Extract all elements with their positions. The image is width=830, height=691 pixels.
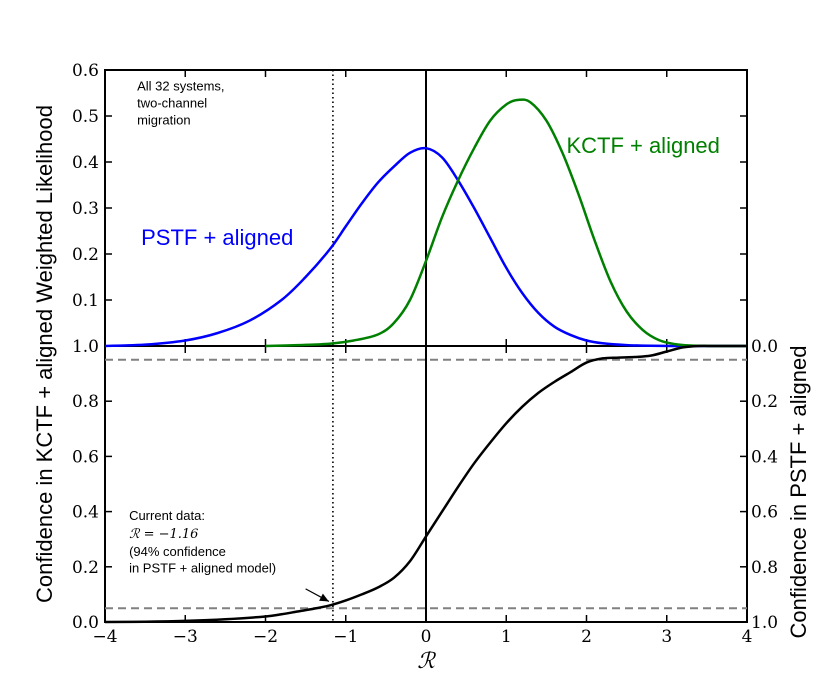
annotation-current-line: (94% confidence (129, 544, 226, 559)
y-tick-label-bottom-right: 0.4 (751, 447, 778, 467)
y-axis-label-right: Confidence in PSTF + aligned (786, 346, 811, 639)
reference-lines (105, 70, 747, 622)
y-tick-label-bottom-right: 0.8 (751, 558, 778, 578)
y-tick-label-bottom-right: 0.2 (751, 392, 778, 412)
annotation-current-line: Current data: (129, 508, 205, 523)
series-line-confidence (104, 344, 747, 624)
y-axis-label-left: Confidence in KCTF + aligned Weighted Li… (32, 105, 57, 603)
x-axis-label: ℛ (417, 649, 436, 674)
x-tick-label: 4 (742, 627, 753, 647)
series-label-kctf: KCTF + aligned (566, 133, 719, 158)
y-tick-label-bottom-left: 1.0 (72, 337, 99, 357)
series-label-pstf: PSTF + aligned (141, 225, 293, 250)
series-line-pstf-aligned (104, 146, 747, 348)
x-tick-label: 0 (421, 627, 432, 647)
y-tick-label-top-panel: 0.5 (72, 107, 99, 127)
annotation-systems-line: two-channel (137, 96, 207, 111)
y-tick-label-bottom-right: 0.0 (751, 337, 778, 357)
x-tick-label: −2 (253, 627, 278, 647)
x-tick-label: 3 (661, 627, 672, 647)
annotation-systems: All 32 systems, two-channel migration (137, 79, 228, 128)
y-tick-label-top-panel: 0.2 (72, 245, 99, 265)
annotation-current-data: Current data: ℛ = −1.16 (94% confidence … (129, 508, 276, 575)
y-tick-label-bottom-left: 0.2 (72, 558, 99, 578)
y-tick-label-bottom-right: 1.0 (751, 613, 778, 633)
y-tick-label-top-panel: 0.3 (72, 199, 99, 219)
x-tick-label: −1 (333, 627, 358, 647)
y-tick-label-top-panel: 0.6 (72, 61, 99, 81)
annotation-systems-line: migration (137, 113, 190, 128)
y-tick-label-bottom-left: 0.6 (72, 447, 99, 467)
y-tick-label-bottom-right: 0.6 (751, 503, 778, 523)
y-tick-label-top-panel: 0.4 (72, 153, 99, 173)
y-tick-label-bottom-left: 0.8 (72, 392, 99, 412)
x-tick-label: 1 (501, 627, 512, 647)
annotation-current-line: in PSTF + aligned model) (129, 560, 276, 575)
bottom-panel-ticks: −4 −3 −2 −1 0 1 2 3 4 0.0 0.2 0.4 0.6 0.8 1.0 0.0 0.2 0.4… (72, 337, 778, 647)
y-tick-label-bottom-left: 0.0 (72, 613, 99, 633)
x-tick-label: 2 (581, 627, 592, 647)
annotation-systems-line: All 32 systems, (137, 79, 224, 94)
series-group (104, 98, 748, 624)
annotation-current-line: ℛ = −1.16 (129, 527, 198, 542)
x-tick-label: −4 (92, 627, 117, 647)
series-line-kctf-aligned (265, 98, 748, 348)
x-tick-label: −3 (173, 627, 198, 647)
y-tick-label-top-panel: 0.1 (72, 291, 99, 311)
annotation-arrowhead (319, 593, 329, 602)
y-tick-label-bottom-left: 0.4 (72, 503, 99, 523)
